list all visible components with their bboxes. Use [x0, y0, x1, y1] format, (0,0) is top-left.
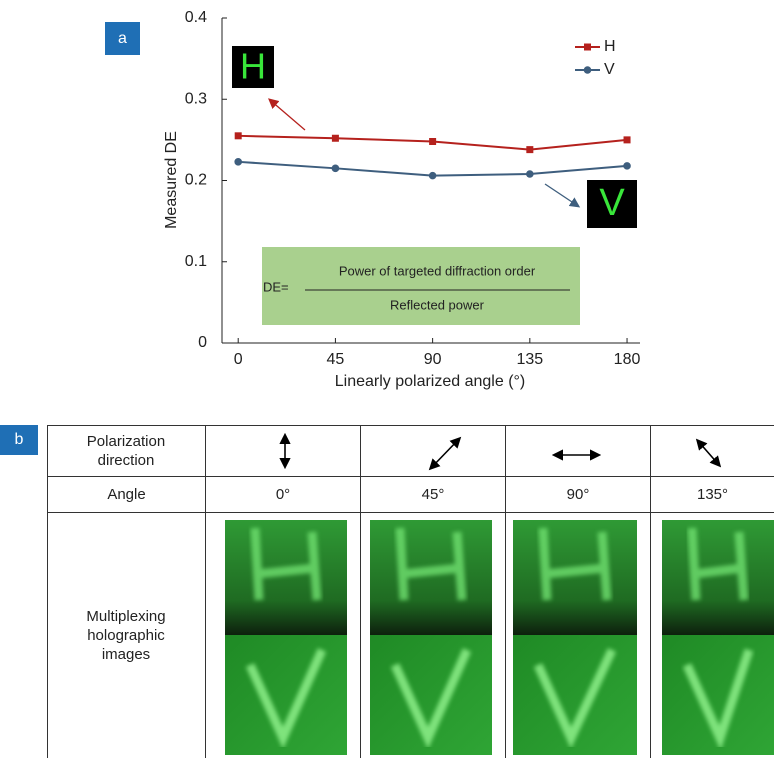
image-top	[662, 520, 774, 635]
polarization-arrows	[279, 432, 722, 471]
y-tick-label: 0.3	[185, 90, 207, 107]
image-top	[225, 520, 347, 635]
hologram-v	[390, 648, 472, 750]
image-top	[370, 520, 492, 635]
x-tick-label: 45	[327, 351, 345, 368]
table-border	[47, 512, 774, 513]
annotation-arrow	[268, 98, 306, 131]
table-border	[650, 425, 651, 758]
table-border	[47, 425, 774, 426]
panel-label: a	[105, 22, 140, 55]
image-bottom	[370, 635, 492, 755]
row-label: Angle	[107, 485, 146, 503]
y-tick-label: 0	[198, 334, 207, 351]
x-axis-label: Linearly polarized angle (°)	[335, 373, 526, 390]
hologram-h	[538, 527, 612, 601]
image-bottom	[225, 635, 347, 755]
data-point	[331, 134, 339, 142]
hologram-h	[687, 527, 749, 601]
v-letter-box	[587, 180, 637, 228]
row-label: Polarization direction	[86, 432, 166, 469]
formula-box	[262, 247, 580, 325]
table-border	[360, 425, 361, 758]
data-point	[331, 164, 340, 173]
image-bottom	[662, 635, 774, 755]
cell: 0°	[275, 485, 291, 503]
x-tick-label: 135	[516, 351, 543, 368]
h-letter-box	[232, 46, 274, 88]
h-letter: H	[240, 46, 266, 87]
y-tick-label: 0.4	[185, 9, 207, 26]
hologram-h	[250, 527, 322, 601]
hologram-h	[395, 527, 467, 601]
formula-denominator: Reflected power	[390, 297, 485, 312]
legend-label: H	[604, 38, 616, 55]
table-border	[205, 425, 206, 758]
y-tick-label: 0.1	[185, 253, 207, 270]
v-letter: V	[599, 182, 625, 224]
data-point	[429, 138, 437, 145]
data-point	[623, 162, 631, 170]
legend-marker	[584, 43, 591, 51]
panel-label: b	[0, 425, 38, 455]
cell: 90°	[566, 485, 590, 503]
hologram-v	[533, 648, 617, 749]
formula-lhs: DE=	[263, 279, 289, 294]
image-bottom	[513, 635, 637, 755]
hologram-v	[682, 648, 754, 751]
hologram-v	[245, 648, 327, 750]
row-label: Multiplexing holographic images	[86, 607, 166, 663]
table-border	[505, 425, 506, 758]
table-border	[47, 476, 774, 477]
x-tick-label: 0	[234, 351, 243, 368]
data-point	[526, 146, 534, 154]
data-point	[234, 158, 243, 166]
image-top	[513, 520, 637, 635]
x-tick-label: 90	[424, 351, 442, 368]
chart: DE= Power of targeted diffraction order …	[163, 9, 641, 390]
legend-label: V	[604, 61, 615, 78]
x-tick-label: 180	[614, 351, 641, 368]
formula-numerator: Power of targeted diffraction order	[339, 263, 536, 278]
data-point	[623, 136, 631, 144]
legend-marker	[583, 66, 592, 74]
data-point	[234, 132, 242, 140]
y-axis-label: Measured DE	[163, 131, 180, 229]
cell: 135°	[696, 485, 729, 503]
data-point	[526, 170, 534, 178]
holographic-images	[225, 520, 774, 755]
data-point	[428, 171, 437, 180]
y-tick-label: 0.2	[185, 172, 207, 189]
table-border	[47, 425, 48, 758]
cell: 45°	[421, 485, 445, 503]
annotation-arrow	[544, 183, 581, 208]
